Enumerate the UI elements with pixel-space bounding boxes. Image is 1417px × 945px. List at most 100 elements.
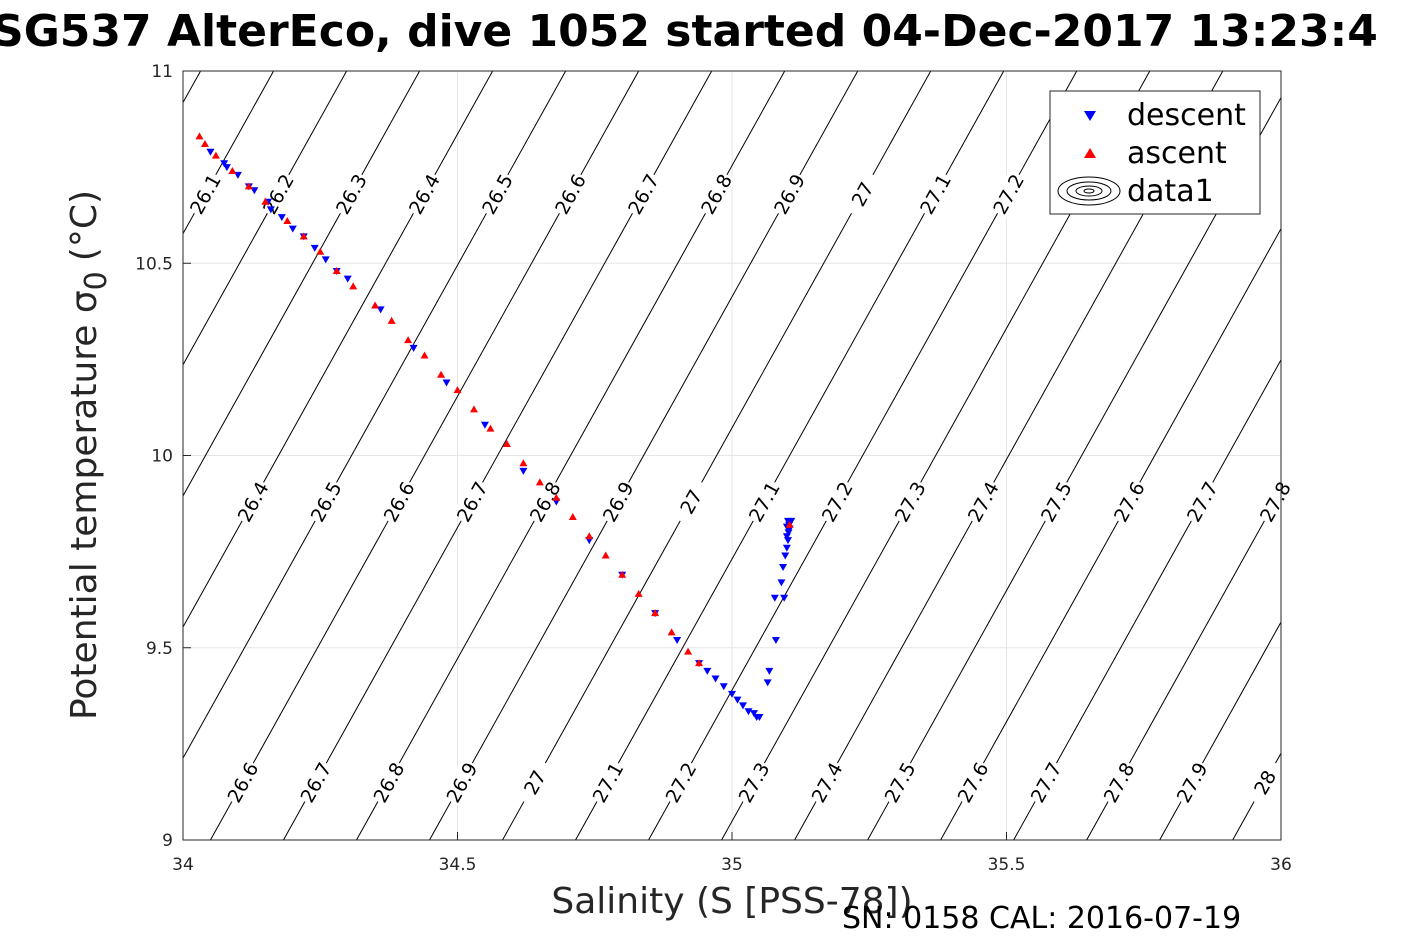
isopycnal-label-bg [879, 757, 921, 807]
descent-point [780, 594, 789, 602]
isopycnal-label-bg [1254, 477, 1296, 527]
ascent-point [200, 140, 209, 148]
x-tick-label: 35.5 [988, 855, 1026, 875]
isopycnal-label-bg [816, 477, 858, 527]
descent-point [519, 467, 528, 475]
descent-point [266, 206, 275, 214]
legend-ascent-label: ascent [1127, 136, 1227, 171]
descent-point [744, 708, 753, 716]
ascent-point [585, 532, 594, 540]
isopycnal-label-bg [257, 169, 299, 219]
descent-point [777, 579, 786, 587]
ascent-point [601, 551, 610, 559]
descent-point [310, 244, 319, 252]
descent-point [765, 667, 774, 675]
ascent-point [437, 370, 446, 378]
ascent-point [634, 589, 643, 597]
descent-point [719, 683, 728, 691]
ascent-point [535, 478, 544, 486]
x-tick-label: 35 [721, 855, 743, 875]
descent-point [782, 544, 791, 552]
ascent-point [228, 166, 237, 174]
isopycnal-line [182, 70, 202, 103]
descent-point [277, 214, 286, 222]
isopycnal-label-bg [330, 169, 372, 219]
isopycnal-label-bg [295, 757, 336, 807]
isopycnal-line [182, 70, 494, 628]
isopycnal-label-bg [962, 477, 1004, 527]
descent-point [442, 379, 451, 387]
ascent-point [684, 647, 693, 655]
y-tick-label: 10.5 [135, 254, 173, 274]
x-tick-label: 34 [172, 855, 194, 875]
descent-point [711, 675, 720, 683]
isopycnal-label-bg [587, 757, 628, 807]
descent-point [763, 679, 772, 687]
x-tick-label: 34.5 [439, 855, 477, 875]
isopycnal-label-bg [1171, 757, 1213, 807]
ascent-point [261, 197, 270, 205]
isopycnal-label-bg [597, 477, 639, 527]
isopycnal-label-bg [622, 169, 664, 219]
chart-title: SG537 AlterEco, dive 1052 started 04-Dec… [0, 6, 1378, 57]
isopycnal-line [1013, 359, 1282, 841]
descent-point [779, 564, 788, 572]
descent-point [781, 552, 790, 560]
ascent-point [316, 247, 325, 255]
x-tick-label: 36 [1270, 855, 1292, 875]
isopycnal-label-bg [1035, 477, 1077, 527]
legend-data1-marker [1057, 176, 1121, 206]
isopycnal-line [182, 70, 348, 366]
descent-point [288, 225, 297, 233]
isopycnal-label-bg [441, 757, 482, 807]
ascent-point [283, 216, 292, 224]
isopycnal-label-bg [232, 477, 274, 527]
isopycnal-label-bg [733, 757, 774, 807]
isopycnal-label-bg [987, 169, 1029, 219]
descent-point [749, 710, 758, 718]
y-tick-label: 11 [151, 62, 173, 82]
isopycnal-label-bg [1244, 757, 1286, 807]
ascent-point [299, 232, 308, 240]
isopycnal-line [940, 228, 1282, 841]
x-axis-label: Salinity (S [PSS-78]) [551, 881, 912, 922]
descent-point [755, 713, 764, 721]
ascent-point [349, 282, 358, 290]
isopycnal-label-bg [1108, 477, 1150, 527]
y-tick-label: 9.5 [146, 639, 173, 659]
isopycnal-label-bg [1098, 757, 1140, 807]
legend: descent ascent data1 [1049, 90, 1261, 215]
isopycnal-label-bg [305, 477, 347, 527]
isopycnal-label-bg [889, 477, 931, 527]
data-series [195, 132, 796, 721]
y-axis-label: Potential temperature σ0 (°C) [64, 190, 114, 720]
isopycnal-label-bg [368, 757, 409, 807]
legend-descent-label: descent [1127, 98, 1246, 133]
ascent-point [195, 132, 204, 140]
ascent-point [568, 513, 577, 521]
y-axis-label-subscript: 0 [79, 271, 114, 290]
isopycnal-line [1159, 621, 1282, 841]
ascent-point [387, 316, 396, 324]
isopycnal-label-bg [524, 477, 566, 527]
isopycnal-label-bg [1181, 477, 1223, 527]
ascent-point [332, 266, 341, 274]
ascent-point [486, 424, 495, 432]
descent-point [728, 690, 736, 698]
footer-calibration: SN: 0158 CAL: 2016-07-19 [842, 901, 1241, 936]
isopycnal-label-bg [403, 169, 445, 219]
y-axis-label-main: Potential temperature σ [64, 290, 105, 720]
isopycnal-label-bg [184, 169, 226, 219]
ascent-point [552, 493, 561, 501]
descent-point [343, 275, 352, 283]
descent-point [409, 344, 418, 352]
ascent-point [502, 439, 511, 447]
descent-point [321, 256, 330, 264]
isopycnal-label-bg [743, 477, 785, 527]
ascent-point [244, 182, 253, 190]
y-tick-label: 10 [151, 447, 173, 467]
isopycnal-label-bg [914, 169, 956, 219]
legend-descent-marker [1084, 111, 1096, 121]
descent-point [783, 517, 792, 525]
ascent-point [785, 520, 794, 528]
